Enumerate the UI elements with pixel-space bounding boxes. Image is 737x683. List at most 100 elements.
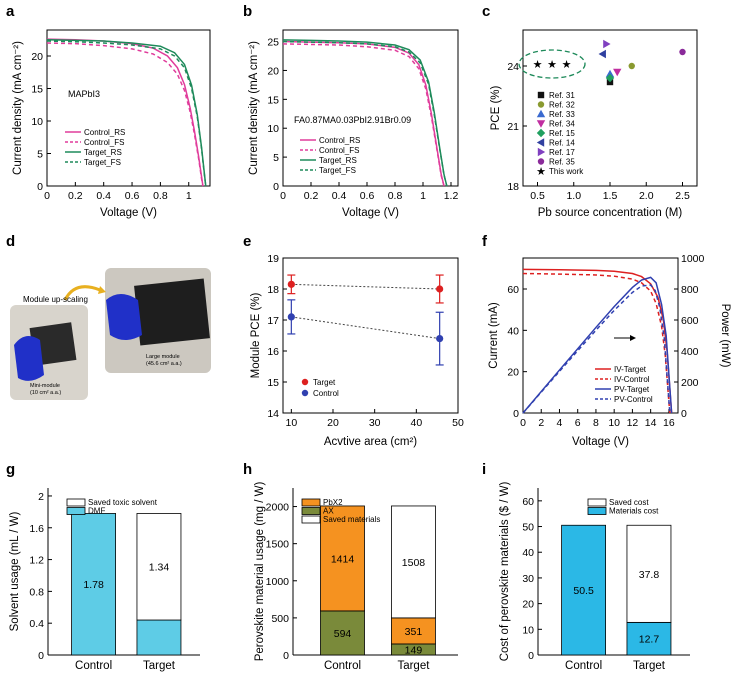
panel-a-title: MAPbI3 [68, 89, 100, 99]
panel-e-legend-marker [301, 378, 309, 386]
panel-f-legend-label: PV-Control [614, 395, 653, 404]
panel-i-legend-label: Saved cost [609, 498, 649, 507]
panel-a-series-Target_FS [46, 40, 207, 187]
panel-a-letter: a [6, 3, 15, 20]
panel-g-bar-value: 1.78 [83, 579, 104, 591]
panel-b-xtick-label: 0.6 [360, 190, 375, 202]
panel-c-legend-label: Ref. 33 [549, 110, 575, 119]
panel-i-ytick-label: 20 [522, 599, 534, 611]
panel-c-point-Ref. 14 [598, 49, 606, 59]
panel-c-ylabel: PCE (%) [490, 85, 502, 130]
panel-e-xtick-label: 30 [369, 417, 381, 429]
panel-h-bar-value: 594 [334, 628, 352, 640]
panel-e-legend-label: Target [313, 378, 336, 387]
panel-c-point-This work: ★ [547, 59, 557, 71]
panel-e-frame [282, 257, 459, 414]
large-module [134, 278, 210, 346]
panel-i-ytick-label: 60 [522, 496, 534, 508]
panel-a-xtick-label: 0.8 [153, 190, 168, 202]
panel-g-legend-swatch [66, 498, 86, 507]
panel-c-xtick-label: 1.5 [603, 190, 618, 202]
panel-f-xtick-label: 10 [608, 417, 620, 429]
panel-f-axis-arrow-head [630, 335, 636, 341]
panel-f-xtick-label: 16 [663, 417, 675, 429]
panel-h-ylabel: Perovskite material usage (mg / W) [254, 482, 266, 662]
panel-c-highlight-ellipse [518, 49, 586, 79]
panel-f-xtick-label: 2 [538, 417, 544, 429]
panel-b-xtick-label: 1.2 [444, 190, 459, 202]
panel-e-ylabel: Module PCE (%) [250, 293, 262, 379]
panel-c-legend-marker [536, 109, 546, 118]
panel-h-bar-value: 149 [405, 644, 423, 656]
glove-left-icon [14, 336, 44, 381]
panel-h-ytick-label: 1000 [266, 576, 290, 588]
panel-e-xtick-label: 10 [285, 417, 297, 429]
panel-g-ytick-label: 0.4 [29, 618, 44, 630]
panel-b-ytick-label: 10 [267, 123, 279, 135]
panel-b-series-Control_FS [282, 43, 445, 187]
large-module-label: Large module [146, 354, 180, 360]
panel-i-ylabel: Cost of perovskite materials ($ / W) [499, 482, 511, 662]
arrow-head-icon [98, 286, 106, 294]
panel-f-ytick-label: 60 [507, 284, 519, 296]
panel-e-xtick-label: 40 [410, 417, 422, 429]
panel-g-bar-Target-DMF [136, 619, 182, 656]
panel-c-xtick-label: 0.5 [530, 190, 545, 202]
panel-e-ytick-label: 17 [267, 315, 279, 327]
panel-g-legend-swatch [66, 507, 86, 515]
panel-c-point-Ref. 32 [628, 62, 635, 70]
panel-f-series-IV-Target [522, 268, 673, 414]
upscaling-caption: Module up-scaling [23, 295, 88, 304]
panel-c-legend-label: This work [549, 167, 584, 176]
panel-c-legend-marker [536, 120, 546, 128]
panel-i-bar-Target-Saved cost [626, 524, 672, 623]
panel-g-letter: g [6, 461, 15, 478]
panel-f-xtick-label: 0 [520, 417, 526, 429]
panel-c-xtick-label: 2.5 [675, 190, 690, 202]
panel-h-bar-value: 351 [405, 626, 423, 638]
panel-i-ytick-label: 50 [522, 522, 534, 534]
panel-b-frame [282, 29, 459, 187]
panel-a-xtick-label: 1 [186, 190, 192, 202]
panel-a-xtick-label: 0.6 [125, 190, 140, 202]
panel-e-connector-Control [291, 316, 440, 340]
panel-b-xtick-label: 0.8 [388, 190, 403, 202]
panel-g-ytick-label: 0.8 [29, 586, 44, 598]
panel-e-ytick-label: 19 [267, 253, 279, 265]
panel-f-xtick-label: 6 [575, 417, 581, 429]
panel-c-xtick-label: 2.0 [639, 190, 654, 202]
panel-e-xlabel: Acvtive area (cm²) [324, 436, 417, 448]
panel-b-xlabel: Voltage (V) [342, 207, 399, 219]
panel-g-bar-Control-DMF [71, 513, 116, 656]
panel-b-ytick-label: 15 [267, 94, 279, 106]
panel-f-xtick-label: 4 [557, 417, 563, 429]
panel-c-point-Ref. 33 [605, 69, 615, 78]
panel-g-bar-value: 1.34 [149, 562, 170, 574]
panel-g-category-label: Target [143, 660, 176, 672]
panel-e-point-Target [287, 280, 295, 288]
panel-h-legend-label: Saved materials [323, 515, 380, 524]
panel-a-frame [46, 29, 211, 187]
panel-a-xtick-label: 0.4 [96, 190, 111, 202]
panel-f-legend-label: IV-Control [614, 375, 650, 384]
panel-i-ytick-label: 0 [528, 650, 534, 662]
panel-c-legend-marker [537, 101, 545, 108]
panel-b-letter: b [243, 3, 252, 20]
panel-f-y2tick-label: 200 [681, 377, 699, 389]
panel-h-legend-label: AX [323, 507, 334, 516]
panel-c-point-Ref. 35 [679, 48, 686, 56]
panel-a-ytick-label: 20 [31, 51, 43, 63]
panel-f-xtick-label: 14 [645, 417, 657, 429]
panel-a-legend-label: Target_FS [84, 158, 121, 167]
module-photo-illustration: Module up-scaling Mini-module (10 cm² a.… [10, 268, 211, 400]
panel-h-bar-value: 1414 [331, 553, 355, 565]
panel-g-ytick-label: 1.2 [29, 555, 44, 567]
panel-i-legend-label: Materials cost [609, 507, 659, 516]
panel-g-category-label: Control [75, 660, 112, 672]
panel-h-category-label: Target [397, 660, 430, 672]
panel-a-xtick-label: 0 [44, 190, 50, 202]
panel-e-ytick-label: 14 [267, 408, 279, 420]
panel-f-series-PV-Target [522, 276, 673, 414]
panel-f-y2tick-label: 800 [681, 284, 699, 296]
